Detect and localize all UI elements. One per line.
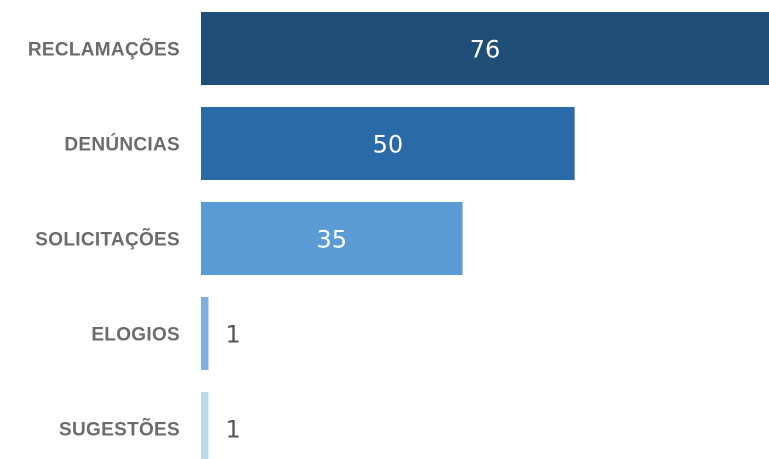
- category-label: SUGESTÕES: [59, 419, 180, 441]
- bar: [201, 202, 463, 275]
- bar: [201, 12, 769, 85]
- category-label: SOLICITAÇÕES: [35, 229, 180, 251]
- data-label: 1: [225, 416, 240, 444]
- data-label: 50: [373, 131, 404, 159]
- data-label: 76: [470, 36, 501, 64]
- bar: [201, 297, 209, 370]
- category-label: DENÚNCIAS: [64, 134, 180, 156]
- data-label: 35: [317, 226, 348, 254]
- bar: [201, 107, 575, 180]
- category-label: ELOGIOS: [91, 325, 180, 346]
- bar: [201, 392, 209, 459]
- category-label: RECLAMAÇÕES: [28, 39, 180, 61]
- data-label: 1: [225, 321, 240, 349]
